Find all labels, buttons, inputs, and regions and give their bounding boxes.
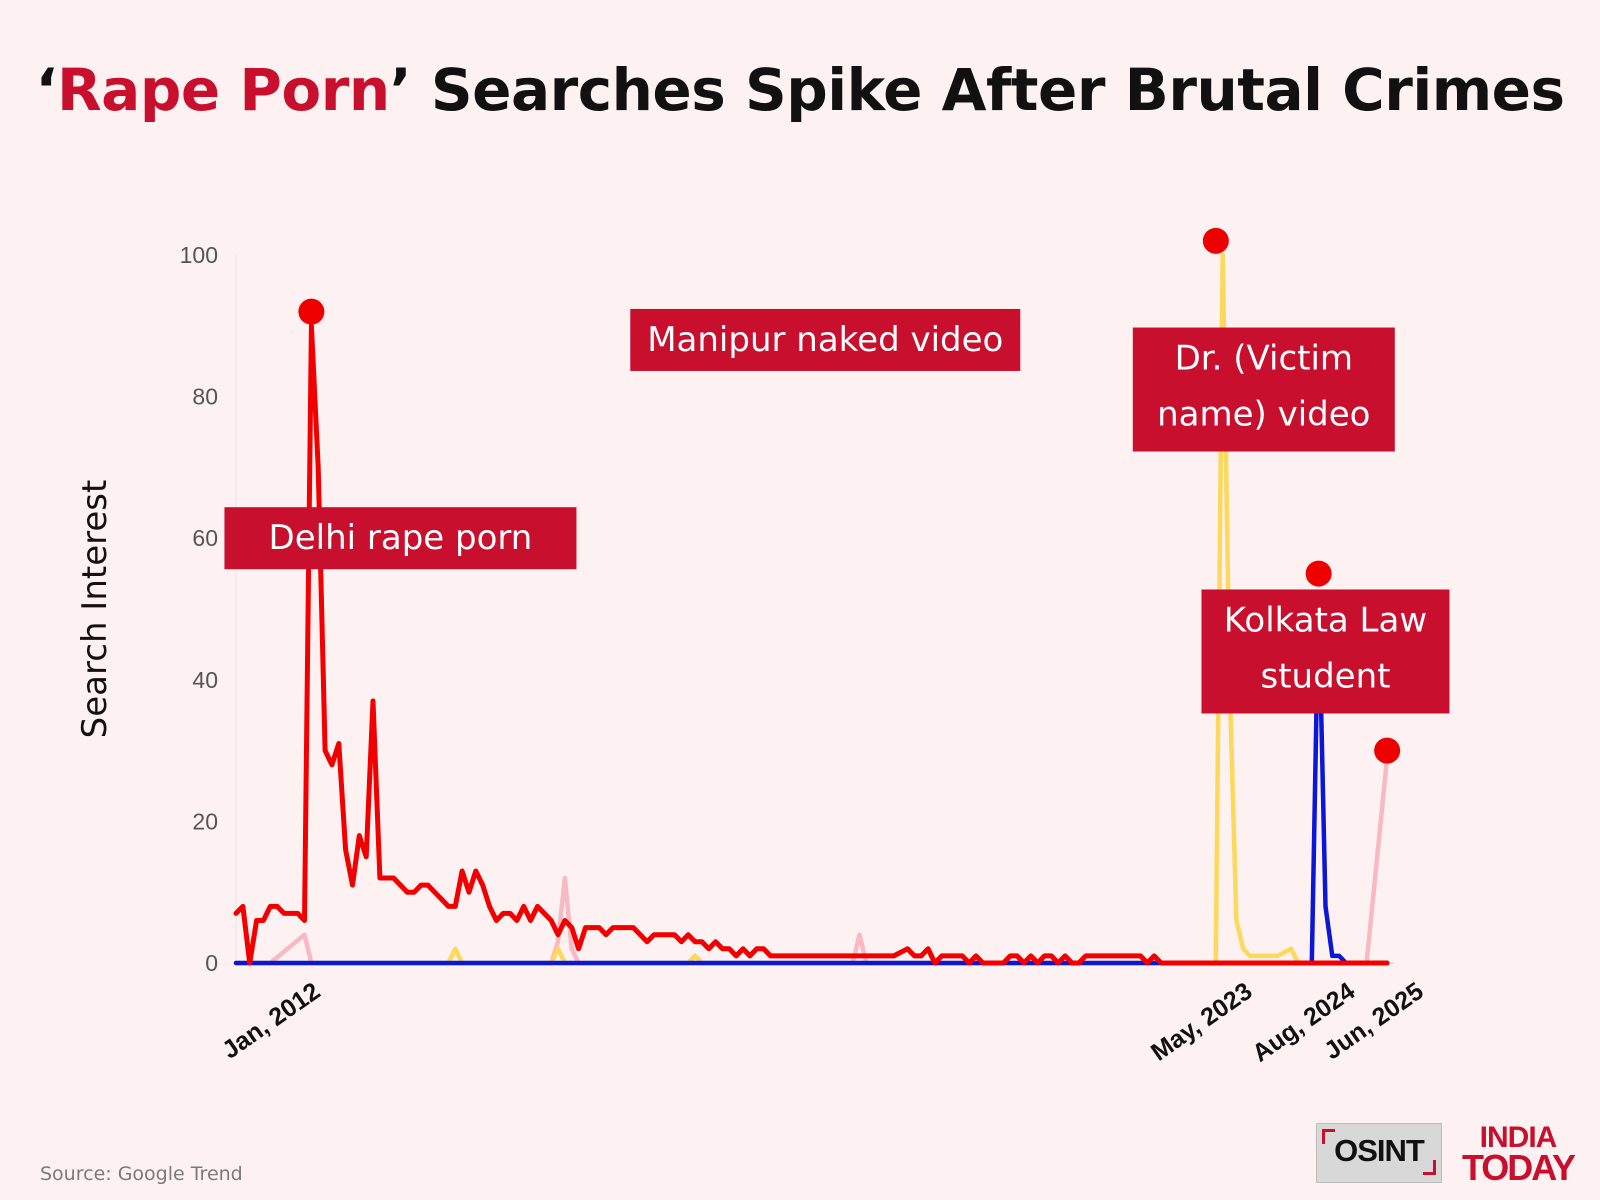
annotation-box: [224, 507, 577, 570]
source-note: Source: Google Trend: [40, 1163, 243, 1185]
annotation-text: name) video: [1157, 395, 1370, 435]
annotation-box: [630, 308, 1021, 371]
annotation-box: [1132, 327, 1395, 452]
title-quote-open: ‘: [35, 56, 58, 124]
chart-markers: [298, 227, 1401, 764]
y-tick-label: 60: [192, 525, 218, 551]
peak-marker: [1202, 227, 1229, 254]
x-tick-label: Jan, 2012: [217, 977, 325, 1065]
india-today-logo: INDIA TODAY: [1448, 1121, 1588, 1188]
india-today-logo-line2: TODAY: [1461, 1147, 1576, 1188]
x-tick-label: May, 2023: [1146, 977, 1257, 1067]
y-tick-label: 20: [192, 808, 218, 834]
annotation-text: Manipur naked video: [647, 320, 1003, 360]
annotation-text: Dr. (Victim: [1175, 339, 1353, 379]
india-today-logo-line1: INDIA: [1479, 1121, 1558, 1154]
chart-title: ‘Rape Porn’ Searches Spike After Brutal …: [0, 56, 1600, 124]
osint-logo-text: OSINT: [1334, 1133, 1425, 1168]
annotation-label: Dr. (Victim name) video: [1132, 327, 1395, 452]
osint-logo: OSINT: [1316, 1123, 1442, 1183]
title-highlight: Rape Porn: [57, 56, 390, 124]
chart-annotations: Delhi rape porn Manipur naked video Dr. (V…: [224, 308, 1450, 714]
annotation-box: [1201, 589, 1450, 714]
y-axis-label: Search Interest: [75, 480, 115, 739]
annotation-text: Delhi rape porn: [269, 518, 533, 558]
y-tick-label: 40: [192, 667, 218, 693]
y-tick-label: 80: [192, 384, 218, 410]
annotation-label: Manipur naked video: [630, 308, 1021, 371]
annotation-label: Kolkata Law student: [1201, 589, 1450, 714]
y-tick-label: 0: [205, 950, 218, 976]
series-line-delhi: [233, 323, 1390, 966]
title-rest: Searches Spike After Brutal Crimes: [411, 56, 1565, 124]
peak-marker: [1374, 737, 1401, 764]
y-tick-label: 100: [180, 242, 218, 268]
annotation-label: Delhi rape porn: [224, 507, 577, 570]
peak-marker: [298, 298, 325, 325]
annotation-text: Kolkata Law: [1224, 600, 1427, 640]
title-quote-close: ’: [389, 56, 412, 124]
annotation-text: student: [1260, 656, 1390, 696]
chart-series: [233, 252, 1390, 966]
peak-marker: [1305, 560, 1332, 587]
